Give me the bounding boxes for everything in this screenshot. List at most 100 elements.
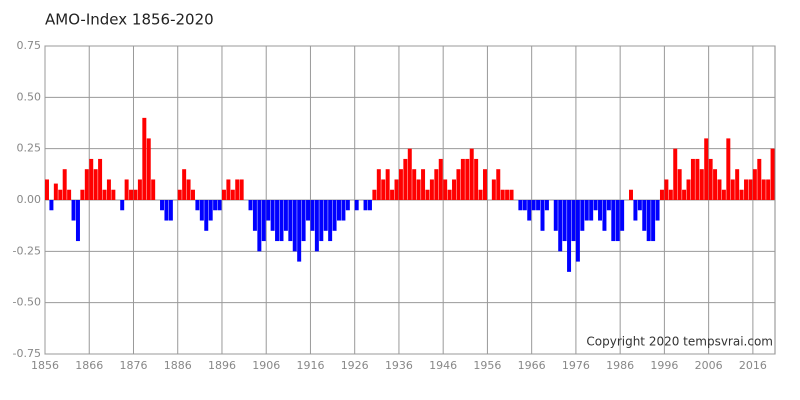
- bar: [354, 200, 359, 211]
- x-tick-label: 1996: [650, 359, 678, 372]
- bar: [279, 200, 284, 242]
- bar: [53, 183, 58, 200]
- y-tick-label: 0.00: [17, 193, 42, 206]
- x-tick-label: 1976: [562, 359, 590, 372]
- bar: [403, 158, 408, 200]
- bar: [425, 189, 430, 200]
- bar: [204, 200, 209, 231]
- bar: [443, 179, 448, 200]
- bar: [323, 200, 328, 231]
- bar: [491, 179, 496, 200]
- bar: [221, 189, 226, 200]
- bar: [160, 200, 165, 211]
- bar: [735, 169, 740, 200]
- bar: [531, 200, 536, 211]
- bar: [407, 148, 412, 200]
- bar: [752, 169, 757, 200]
- bar: [270, 200, 275, 231]
- bar: [695, 158, 700, 200]
- x-tick-label: 1866: [75, 359, 103, 372]
- bar: [438, 158, 443, 200]
- bar: [527, 200, 532, 221]
- bar: [655, 200, 660, 221]
- bar: [292, 200, 297, 252]
- bar: [261, 200, 266, 242]
- x-tick-label: 1906: [252, 359, 280, 372]
- y-tick-label: 0.75: [17, 39, 42, 52]
- bar: [465, 158, 470, 200]
- y-tick-label: -0.50: [13, 296, 41, 309]
- bar: [483, 169, 487, 200]
- bar: [89, 158, 94, 200]
- bar: [376, 169, 381, 200]
- bar: [310, 200, 315, 231]
- bar: [522, 200, 527, 211]
- bar: [80, 189, 85, 200]
- bar: [49, 200, 54, 211]
- bar: [235, 179, 240, 200]
- bar: [615, 200, 620, 242]
- bar: [363, 200, 368, 211]
- x-tick-label: 1946: [429, 359, 457, 372]
- bar: [398, 169, 403, 200]
- bar: [730, 179, 735, 200]
- bar: [84, 169, 89, 200]
- bar: [757, 158, 762, 200]
- x-tick-label: 2006: [695, 359, 723, 372]
- bar: [567, 200, 572, 272]
- y-tick-label: -0.75: [13, 347, 41, 360]
- bar: [584, 200, 589, 221]
- x-tick-label: 1986: [606, 359, 634, 372]
- bar: [518, 200, 523, 211]
- bar: [283, 200, 288, 231]
- bar: [416, 179, 421, 200]
- bar: [328, 200, 333, 242]
- bar: [75, 200, 80, 242]
- bar: [394, 179, 399, 200]
- bar: [598, 200, 603, 221]
- bar: [381, 179, 386, 200]
- bar: [111, 189, 116, 200]
- bar: [252, 200, 257, 231]
- bar: [611, 200, 616, 242]
- x-tick-label: 1956: [473, 359, 501, 372]
- bar: [575, 200, 580, 262]
- bar: [301, 200, 306, 242]
- bar: [509, 189, 514, 200]
- bar: [266, 200, 271, 221]
- bar: [62, 169, 67, 200]
- bar: [721, 189, 726, 200]
- bar: [744, 179, 749, 200]
- bar: [704, 138, 709, 200]
- bar: [580, 200, 585, 231]
- bar: [341, 200, 346, 221]
- bar: [306, 200, 311, 221]
- x-tick-label: 1896: [208, 359, 236, 372]
- bar: [385, 169, 390, 200]
- bar: [673, 148, 678, 200]
- bar: [93, 169, 98, 200]
- bar: [620, 200, 625, 231]
- bar: [558, 200, 563, 252]
- bar: [668, 189, 673, 200]
- bar: [345, 200, 350, 211]
- bar: [58, 189, 63, 200]
- bar: [199, 200, 204, 221]
- bar: [540, 200, 545, 231]
- bar: [217, 200, 222, 211]
- bar: [474, 158, 479, 200]
- bar: [314, 200, 319, 252]
- bar: [717, 179, 722, 200]
- bar: [505, 189, 510, 200]
- bar: [651, 200, 656, 242]
- bar: [230, 189, 235, 200]
- bar: [248, 200, 253, 211]
- x-tick-label: 1916: [296, 359, 324, 372]
- bar: [372, 189, 377, 200]
- y-tick-label: -0.25: [13, 244, 41, 257]
- chart-title: AMO-Index 1856-2020: [45, 11, 214, 29]
- bar: [275, 200, 280, 242]
- bar: [606, 200, 611, 211]
- y-tick-label: 0.50: [17, 90, 42, 103]
- bar: [124, 179, 129, 200]
